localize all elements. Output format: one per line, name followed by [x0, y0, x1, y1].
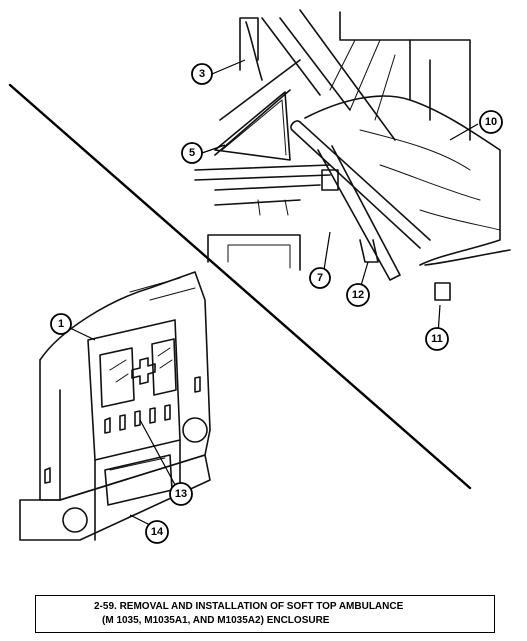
- callout-7: 7: [309, 267, 331, 289]
- callout-10-label: 10: [485, 116, 497, 128]
- figure-caption: 2-59. REMOVAL AND INSTALLATION OF SOFT T…: [35, 595, 495, 633]
- callout-10: 10: [479, 110, 503, 134]
- callout-5: 5: [181, 142, 203, 164]
- lower-body-illustration: [19, 271, 211, 541]
- separator-line: [8, 83, 472, 490]
- caption-line-2: (M 1035, M1035A1, AND M1035A2) ENCLOSURE: [102, 615, 330, 626]
- callout-13: 13: [169, 482, 193, 506]
- callout-3: 3: [191, 63, 213, 85]
- callout-12: 12: [346, 283, 370, 307]
- callout-14-label: 14: [151, 526, 164, 538]
- callout-11-label: 11: [431, 333, 443, 345]
- callout-12-label: 12: [352, 289, 364, 301]
- callout-5-label: 5: [189, 147, 195, 159]
- callout-14: 14: [145, 520, 169, 544]
- caption-line-1: 2-59. REMOVAL AND INSTALLATION OF SOFT T…: [94, 601, 404, 612]
- callout-11: 11: [425, 327, 449, 351]
- callout-7-label: 7: [317, 272, 323, 284]
- callout-1: 1: [50, 313, 72, 335]
- callout-3-label: 3: [199, 68, 205, 80]
- upper-frame-illustration: [194, 9, 511, 301]
- callout-1-label: 1: [58, 318, 64, 330]
- callout-13-label: 13: [175, 488, 187, 500]
- leader-lines: [69, 59, 479, 526]
